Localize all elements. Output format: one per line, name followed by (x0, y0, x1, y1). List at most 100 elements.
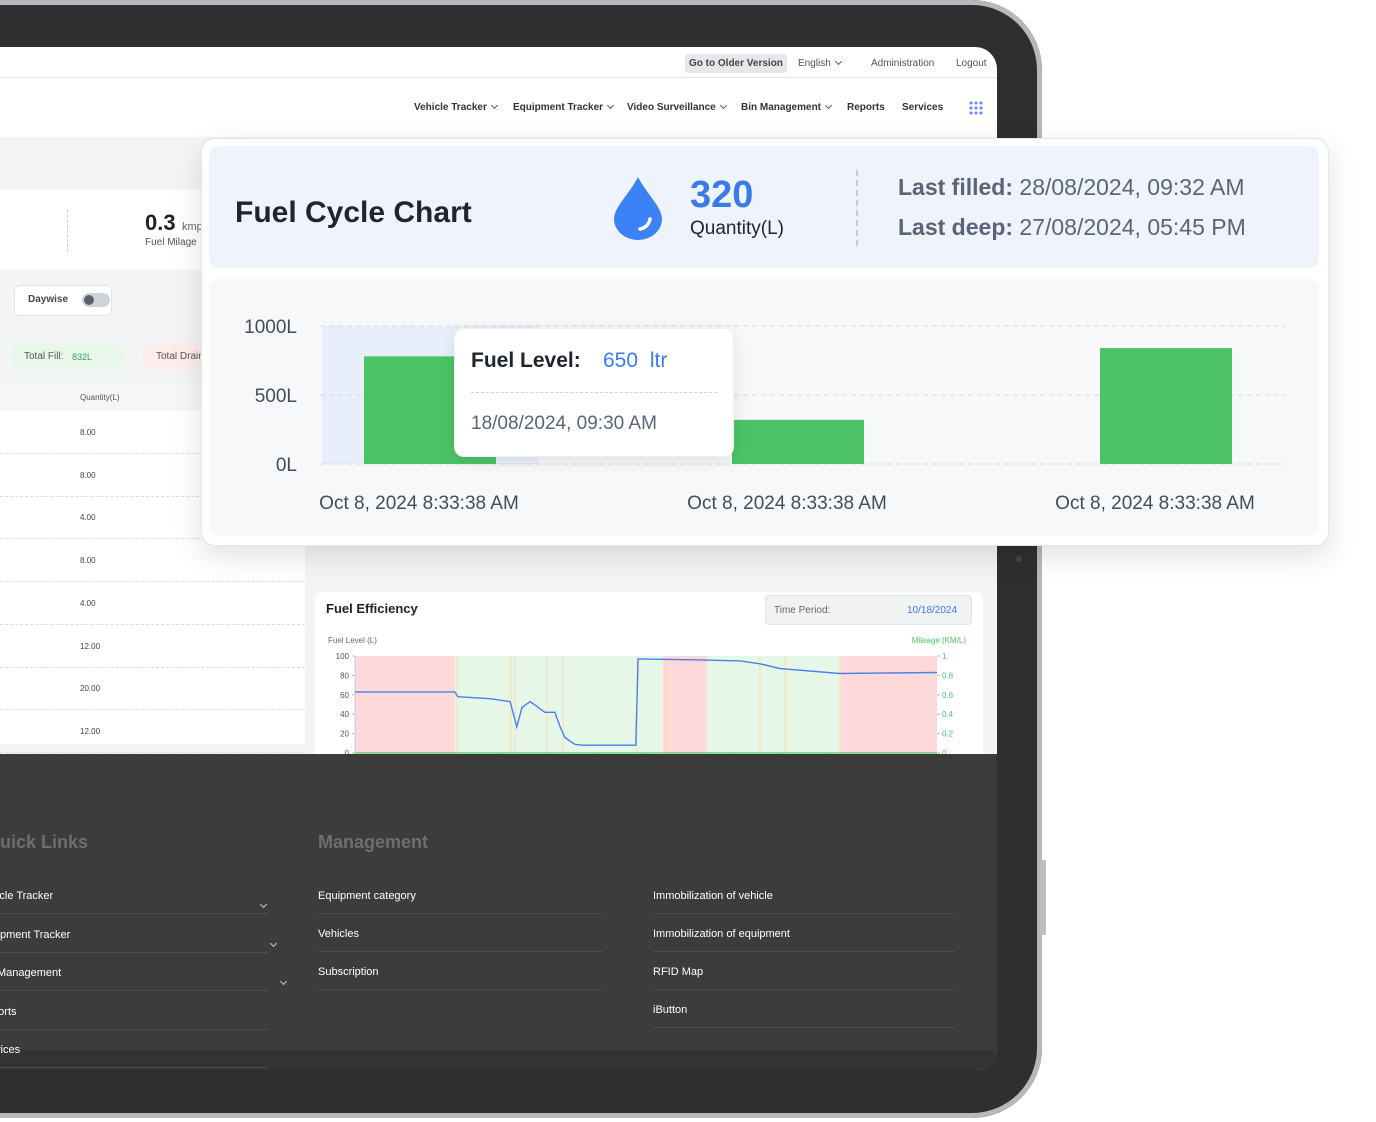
footer-divider (318, 951, 603, 952)
footer-link[interactable]: Equipment Tracker (0, 928, 71, 941)
last-filled-label: Last filled: (898, 174, 1014, 200)
last-deep-value: 27/08/2024, 05:45 PM (1019, 214, 1246, 240)
mileage-value: 0.3 (145, 210, 176, 235)
footer-link[interactable]: Vehicles (318, 928, 359, 940)
nav-label: Equipment Tracker (513, 102, 604, 113)
last-deep: Last deep: 27/08/2024, 05:45 PM (898, 214, 1246, 241)
row-divider (0, 623, 305, 625)
nav-label: Services (902, 102, 944, 113)
older-version-button[interactable]: Go to Older Version (685, 54, 787, 73)
tooltip: Fuel Level: 650 ltr 18/08/2024, 09:30 AM (454, 328, 734, 457)
top-link[interactable]: Logout (956, 58, 987, 69)
footer-link[interactable]: Subscription (318, 966, 379, 978)
chevron (279, 977, 288, 986)
x-tick-label: Oct 8, 2024 8:33:38 AM (687, 493, 887, 514)
table-cell: 20.00 (80, 684, 101, 694)
divider (67, 210, 68, 252)
footer-divider (0, 1067, 268, 1068)
nav-item[interactable]: Bin Management (741, 101, 833, 113)
footer-link[interactable]: iButton (653, 1004, 688, 1016)
footer-link[interactable]: Vehicle Tracker (0, 890, 54, 902)
camera (1016, 556, 1022, 562)
time-period-value: 10/18/2024 (907, 605, 958, 616)
table-cell: 8.00 (80, 470, 96, 480)
fill-label: Total Fill: (24, 351, 64, 362)
row-divider (0, 495, 305, 497)
status-band (455, 656, 663, 753)
status-band (355, 656, 455, 753)
footer-bottom (0, 1050, 997, 1070)
chevron (606, 101, 615, 110)
footer-divider (653, 1027, 955, 1028)
footer: Quick Links Management Vehicle Tracker Eq… (0, 754, 997, 1070)
chevron (259, 900, 268, 909)
y2-tick-label: 0.4 (942, 710, 954, 719)
y-tick-label: 80 (340, 671, 349, 680)
status-band (707, 656, 841, 753)
apps-icon[interactable] (969, 101, 983, 115)
footer-divider (653, 951, 955, 952)
y-axis-title: Fuel Level (L) (328, 636, 377, 645)
quantity-label: Quantity(L) (690, 218, 784, 239)
fuel-drop-icon (614, 177, 662, 240)
fuel-cycle-chart: 0L 500L 1000L Oct 8, 2024 8:33:38 AM Oct 8, … (244, 317, 1286, 514)
y-tick-label: 100 (336, 652, 350, 661)
row-divider (0, 453, 305, 454)
footer-link[interactable]: Equipment category (318, 890, 416, 902)
mileage-label: Fuel Milage (145, 237, 197, 248)
top-link[interactable]: Administration (871, 58, 935, 69)
footer-divider (0, 1028, 268, 1030)
nav-label: Video Surveillance (627, 102, 716, 113)
footer-link[interactable]: Reports (0, 1005, 17, 1018)
nav-item[interactable]: Video Surveillance (627, 101, 727, 113)
language-select[interactable]: English (798, 57, 842, 69)
y2-tick-label: 1 (942, 652, 947, 661)
fuel-level-line (355, 658, 938, 746)
footer-heading: Quick Links (0, 832, 89, 852)
footer-divider (0, 990, 268, 991)
footer-link[interactable]: Immobilization of equipment (653, 928, 790, 940)
chevron (834, 57, 842, 66)
time-period[interactable]: Time Period: 10/18/2024 (765, 595, 972, 625)
switch-knob (84, 295, 94, 305)
nav-item[interactable]: Vehicle Tracker (414, 101, 498, 113)
row-divider (0, 581, 305, 583)
footer-link[interactable]: Bin Management (0, 967, 62, 979)
nav-item[interactable]: Services (902, 102, 943, 113)
tooltip-value: 650 ltr (603, 349, 668, 372)
row-divider (0, 538, 305, 540)
nav-label: Vehicle Tracker (414, 102, 487, 113)
y2-tick-label: 0 (942, 749, 947, 758)
bar (732, 419, 864, 464)
side-button (1040, 860, 1046, 935)
efficiency-title: Fuel Efficiency (326, 601, 418, 616)
daywise-toggle[interactable]: Daywise (14, 285, 112, 316)
tooltip-label: Fuel Level: (471, 349, 581, 372)
nav-item[interactable]: Equipment Tracker (513, 101, 615, 113)
main-nav: Vehicle Tracker Equipment Tracker Video Su… (0, 78, 997, 137)
table-cell: 4.00 (80, 513, 96, 523)
fuel-cycle-header: Fuel Cycle Chart 320 Quantity(L) Last fi… (209, 146, 1319, 268)
y-tick-label: 20 (340, 730, 349, 739)
chevron (269, 939, 278, 947)
mileage-card: 0.3 kmpl Fuel Milage (0, 190, 220, 270)
y2-tick-label: 0.6 (942, 691, 954, 700)
status-band (663, 656, 707, 753)
footer-divider (318, 913, 603, 914)
header-cell: Quantity(L) (80, 393, 120, 402)
quantity-value: 320 (690, 174, 754, 216)
row-divider (0, 709, 305, 711)
y-tick-label: 500L (255, 386, 297, 407)
footer-link[interactable]: Services (0, 1044, 21, 1056)
footer-link[interactable]: Immobilization of vehicle (653, 890, 773, 902)
drain-label: Total Drain (156, 351, 204, 362)
efficiency-chart: Fuel Level (L)Mileage (KM/L)020406080100… (328, 636, 966, 768)
footer-divider (0, 913, 268, 914)
bar (1100, 348, 1232, 464)
switch (82, 293, 110, 307)
footer-divider (653, 913, 955, 914)
footer-link[interactable]: RFID Map (653, 966, 704, 978)
nav-item[interactable]: Reports (847, 102, 885, 113)
language: English (798, 58, 831, 69)
